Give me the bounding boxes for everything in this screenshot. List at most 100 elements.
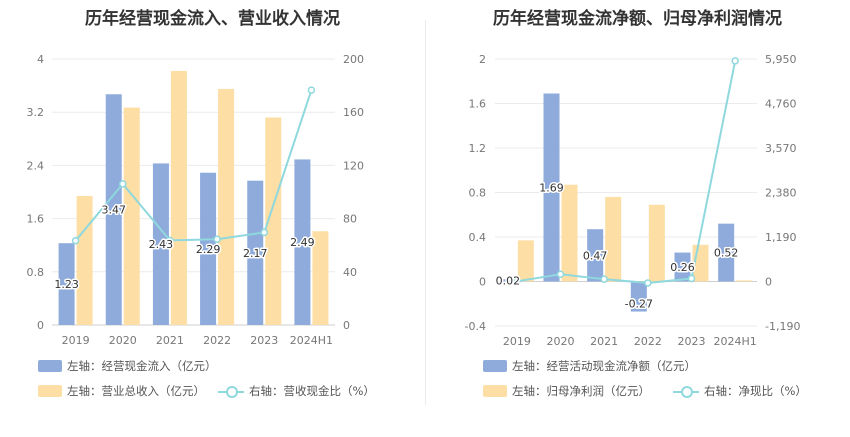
- data-label: 0.02: [496, 274, 520, 287]
- ratio-point: [687, 274, 696, 283]
- left-axis-tick-label: 2: [479, 53, 486, 66]
- bar-net-cashflow: [718, 223, 735, 282]
- ratio-point: [307, 86, 316, 94]
- data-label: 2.29: [196, 243, 221, 256]
- left-axis-tick-label: 1.6: [469, 98, 487, 111]
- right-axis-tick-label: 0: [765, 276, 772, 289]
- left-axis-tick-label: 4: [37, 53, 44, 66]
- legend-label: 左轴：经营活动现金流净额（亿元）: [512, 359, 696, 373]
- bar-revenue: [265, 117, 282, 326]
- ratio-point: [644, 279, 652, 287]
- x-axis-tick-label: 2023: [678, 335, 706, 348]
- panel-divider: [425, 20, 426, 405]
- bar-net-profit: [561, 184, 578, 282]
- left-axis-tick-label: 0.8: [469, 187, 487, 200]
- bar-cashflow-inflow: [58, 243, 75, 325]
- bar-net-profit: [648, 204, 665, 282]
- left-axis-tick-label: 0: [37, 319, 44, 332]
- chart-panel-cashflow-revenue: 历年经营现金流入、营业收入情况 0 0 0.8 40 1.6 80 2.4 120 3.2 160…: [27, 9, 375, 399]
- bar-cashflow-inflow: [247, 180, 264, 325]
- bar-net-cashflow: [674, 252, 691, 282]
- bar-net-profit: [517, 240, 534, 282]
- bar-revenue: [170, 70, 187, 325]
- ratio-line: [516, 60, 737, 284]
- ratio-point: [71, 236, 80, 245]
- legend-item-bar1[interactable]: 左轴：经营现金流入（亿元）: [38, 358, 217, 374]
- legend-item-bar1[interactable]: 左轴：经营活动现金流净额（亿元）: [483, 358, 696, 374]
- ratio-point: [119, 180, 127, 188]
- x-axis-tick-label: 2024H1: [290, 334, 333, 347]
- bar-net-cashflow: [587, 229, 604, 282]
- bar-net-cashflow: [543, 93, 560, 282]
- legend-label: 左轴：归母净利润（亿元）: [512, 384, 650, 398]
- bar-net-profit: [605, 196, 622, 282]
- x-axis-tick-label: 2023: [250, 334, 278, 347]
- left-axis-tick-label: 0: [479, 276, 486, 289]
- data-label: 0.47: [583, 249, 608, 262]
- ratio-point: [213, 235, 221, 243]
- chart-panel-netcash-profit: 历年经营现金流净额、归母净利润情况 -0.4 -1,190 0 0 0.4 1,190 0.…: [425, 0, 850, 437]
- bar-cashflow-inflow: [294, 159, 311, 325]
- right-axis-tick-label: 120: [343, 159, 364, 172]
- left-axis-tick-label: -0.4: [465, 320, 486, 333]
- x-axis-tick-label: 2019: [503, 335, 531, 348]
- ratio-point: [731, 57, 739, 65]
- data-label: -0.27: [625, 298, 653, 311]
- ratio-point: [600, 275, 608, 283]
- bar-cashflow-inflow: [200, 172, 217, 325]
- data-label: 2.17: [243, 247, 268, 260]
- data-label: 0.26: [670, 261, 695, 274]
- chart-netcash-profit: -0.4 -1,190 0 0 0.4 1,190 0.8 2,380 1.2 3,570 1.6 4…: [465, 53, 801, 348]
- right-axis-tick-label: 4,760: [765, 98, 797, 111]
- bar-revenue: [76, 195, 93, 325]
- legend-swatch-orange: [38, 385, 62, 397]
- legend-label: 右轴：净现比（%）: [704, 384, 807, 398]
- legend-label: 左轴：经营现金流入（亿元）: [67, 359, 217, 373]
- bar-net-cashflow: [630, 281, 647, 312]
- data-label: 2.43: [149, 238, 174, 251]
- bar-revenue: [218, 88, 235, 325]
- bar-net-cashflow: [499, 279, 516, 282]
- x-axis-tick-label: 2020: [547, 335, 575, 348]
- ratio-point: [260, 228, 268, 237]
- x-axis-tick-label: 2022: [634, 335, 662, 348]
- legend-line-icon: [218, 385, 244, 398]
- right-axis-tick-label: 3,570: [765, 142, 797, 155]
- data-label: 1.69: [539, 181, 564, 194]
- bar-cashflow-inflow: [105, 94, 122, 326]
- left-axis-tick-label: 0.8: [27, 266, 45, 279]
- right-axis-tick-label: 1,190: [765, 231, 797, 244]
- legend-swatch-blue: [483, 360, 507, 372]
- x-axis-tick-label: 2020: [109, 334, 137, 347]
- left-axis-tick-label: 3.2: [27, 106, 45, 119]
- bar-net-profit: [736, 280, 753, 282]
- right-axis-tick-label: 5,950: [765, 53, 797, 66]
- data-label: 2.49: [290, 236, 315, 249]
- legend-swatch-blue: [38, 360, 62, 372]
- x-axis-tick-label: 2024H1: [714, 335, 757, 348]
- right-axis-tick-label: 80: [343, 213, 357, 226]
- legend-item-bar2[interactable]: 左轴：营业总收入（亿元）: [38, 383, 205, 399]
- ratio-line: [74, 89, 313, 242]
- ratio-point: [513, 277, 521, 286]
- x-axis-tick-label: 2022: [203, 334, 231, 347]
- right-axis-tick-label: 160: [343, 106, 364, 119]
- left-axis-tick-label: 0.4: [469, 231, 487, 244]
- legend-item-line[interactable]: 右轴：净现比（%）: [673, 383, 807, 399]
- legend-line-icon: [673, 385, 699, 398]
- chart-cashflow-revenue: 0 0 0.8 40 1.6 80 2.4 120 3.2 160 4 200 2019 2020 2021…: [27, 53, 365, 347]
- right-axis-tick-label: -1,190: [765, 320, 800, 333]
- legend-label: 左轴：营业总收入（亿元）: [67, 384, 205, 398]
- legend-swatch-orange: [483, 385, 507, 397]
- ratio-point: [166, 236, 174, 245]
- right-axis-tick-label: 2,380: [765, 187, 797, 200]
- bar-revenue: [312, 231, 329, 325]
- bar-revenue: [123, 107, 140, 325]
- chart-title: 历年经营现金流入、营业收入情况: [85, 9, 340, 29]
- legend-item-bar2[interactable]: 左轴：归母净利润（亿元）: [483, 383, 650, 399]
- left-axis-tick-label: 2.4: [27, 159, 45, 172]
- x-axis-tick-label: 2021: [156, 334, 184, 347]
- left-axis-tick-label: 1.6: [27, 213, 45, 226]
- legend-item-line[interactable]: 右轴：营收现金比（%）: [218, 383, 375, 399]
- left-axis-tick-label: 1.2: [469, 142, 487, 155]
